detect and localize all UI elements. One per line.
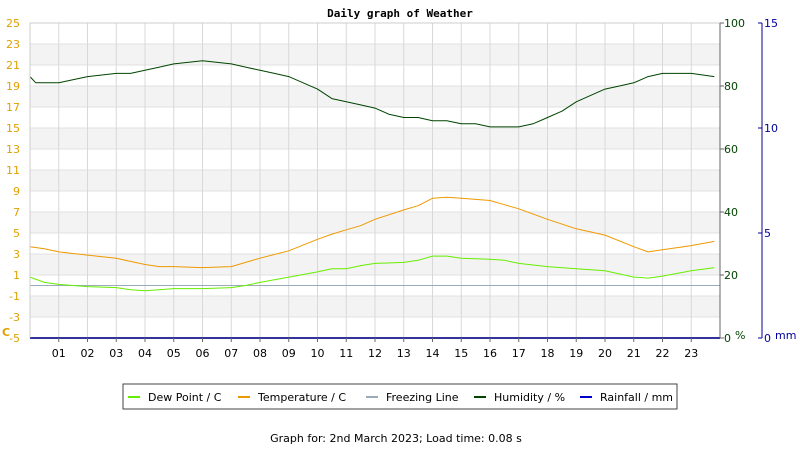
x-tick-label: 06 — [196, 347, 210, 360]
x-tick-label: 14 — [426, 347, 440, 360]
left-tick-label: 17 — [6, 101, 20, 114]
left-tick-label: -5 — [9, 332, 20, 345]
humidity-tick-label: 100 — [724, 17, 745, 30]
x-tick-label: 07 — [224, 347, 238, 360]
x-tick-label: 19 — [569, 347, 583, 360]
rainfall-tick-label: 15 — [764, 17, 778, 30]
left-tick-label: -1 — [9, 290, 20, 303]
chart-footer: Graph for: 2nd March 2023; Load time: 0.… — [270, 432, 522, 445]
x-tick-label: 17 — [512, 347, 526, 360]
x-tick-label: 16 — [483, 347, 497, 360]
left-axis-unit: C — [2, 326, 10, 339]
left-tick-label: 3 — [13, 248, 20, 261]
left-tick-label: 11 — [6, 164, 20, 177]
series-line — [29, 60, 715, 128]
x-tick-label: 20 — [598, 347, 612, 360]
x-tick-label: 10 — [311, 347, 325, 360]
x-tick-label: 02 — [81, 347, 95, 360]
humidity-tick-label: 60 — [724, 143, 738, 156]
rainfall-tick-label: 0 — [764, 332, 771, 345]
x-tick-label: 12 — [368, 347, 382, 360]
humidity-tick-label: 0 — [724, 332, 731, 345]
left-tick-label: 25 — [6, 17, 20, 30]
left-tick-label: 19 — [6, 80, 20, 93]
legend-label: Dew Point / C — [148, 391, 222, 404]
x-tick-label: 01 — [52, 347, 66, 360]
left-tick-label: 9 — [13, 185, 20, 198]
x-tick-label: 03 — [109, 347, 123, 360]
left-tick-label: 13 — [6, 143, 20, 156]
legend: Dew Point / C Temperature / C Freezing Lin… — [122, 383, 678, 410]
axes: 01 02 03 04 05 06 07 08 09 10 11 12 13 14 15 16 17 18 19 20… — [2, 17, 796, 360]
x-tick-label: 05 — [167, 347, 181, 360]
series-line — [29, 255, 715, 292]
rainfall-tick-label: 10 — [764, 122, 778, 135]
humidity-tick-label: 20 — [724, 269, 738, 282]
left-tick-label: 15 — [6, 122, 20, 135]
x-tick-label: 13 — [397, 347, 411, 360]
left-tick-label: 7 — [13, 206, 20, 219]
x-tick-label: 23 — [684, 347, 698, 360]
x-tick-label: 15 — [454, 347, 468, 360]
x-tick-label: 22 — [656, 347, 670, 360]
left-tick-label: 1 — [13, 269, 20, 282]
left-tick-label: 23 — [6, 38, 20, 51]
chart-title: Daily graph of Weather — [327, 7, 473, 20]
x-tick-label: 18 — [541, 347, 555, 360]
left-tick-label: 5 — [13, 227, 20, 240]
legend-label: Rainfall / mm — [600, 391, 673, 404]
series-line — [29, 196, 715, 269]
x-tick-label: 08 — [253, 347, 267, 360]
legend-label: Humidity / % — [494, 391, 565, 404]
x-tick-label: 11 — [339, 347, 353, 360]
legend-label: Freezing Line — [386, 391, 459, 404]
x-tick-label: 09 — [282, 347, 296, 360]
rainfall-axis-unit: mm — [775, 329, 796, 342]
rainfall-tick-label: 5 — [764, 227, 771, 240]
humidity-tick-label: 40 — [724, 206, 738, 219]
humidity-axis-unit: % — [735, 329, 745, 342]
x-tick-label: 04 — [138, 347, 152, 360]
humidity-tick-label: 80 — [724, 80, 738, 93]
x-tick-label: 21 — [627, 347, 641, 360]
legend-label: Temperature / C — [257, 391, 346, 404]
left-tick-label: -3 — [9, 311, 20, 324]
left-tick-label: 21 — [6, 59, 20, 72]
